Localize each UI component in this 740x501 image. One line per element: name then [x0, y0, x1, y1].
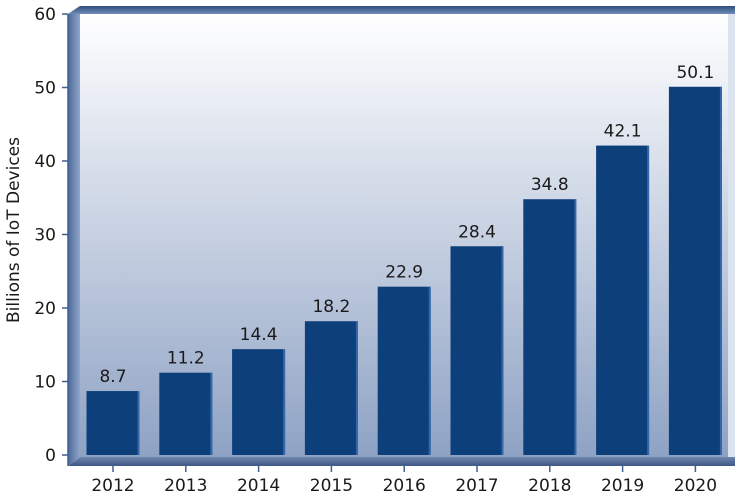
bar-edge-highlight: [574, 199, 577, 455]
bar-value-label: 34.8: [531, 175, 569, 195]
y-tick-label: 50: [34, 79, 56, 99]
bar: [377, 286, 431, 455]
y-tick-label: 30: [34, 226, 56, 246]
plot-floor: [68, 457, 735, 466]
x-tick-label: 2016: [383, 476, 426, 496]
bar-value-label: 50.1: [676, 63, 714, 83]
bar-edge-highlight: [283, 349, 286, 455]
y-tick-label: 10: [34, 373, 56, 393]
bar-edge-highlight: [647, 145, 650, 455]
bar-edge-highlight: [210, 372, 213, 455]
bar-value-label: 14.4: [240, 325, 278, 345]
bar: [232, 349, 286, 455]
bar: [159, 372, 213, 455]
bar-edge-highlight: [355, 321, 358, 455]
x-tick-label: 2020: [674, 476, 717, 496]
y-tick-label: 60: [34, 5, 56, 25]
bar-value-label: 42.1: [604, 122, 642, 142]
x-tick-label: 2019: [601, 476, 644, 496]
bar-value-label: 8.7: [99, 367, 126, 387]
bar: [523, 199, 577, 455]
x-tick-label: 2012: [91, 476, 134, 496]
x-tick-label: 2017: [455, 476, 498, 496]
bar-edge-highlight: [501, 246, 504, 455]
y-axis-ticks: 0 10 20 30 40 50 60: [34, 5, 68, 466]
plot-left-wall: [68, 6, 80, 466]
bar-value-label: 11.2: [167, 349, 205, 369]
bar: [668, 86, 722, 455]
bar-edge-highlight: [428, 286, 431, 455]
y-axis-title: Billions of IoT Devices: [4, 137, 24, 323]
plot-right-edge: [728, 14, 735, 457]
bar-value-label: 28.4: [458, 222, 496, 242]
x-tick-label: 2013: [164, 476, 207, 496]
bar: [450, 246, 504, 455]
bar-value-label: 18.2: [312, 297, 350, 317]
bar-edge-highlight: [719, 86, 722, 455]
plot-top-wall: [68, 6, 735, 14]
bar: [304, 321, 358, 455]
bar-edge-highlight: [137, 391, 140, 455]
y-tick-label: 0: [45, 446, 56, 466]
bar-value-label: 22.9: [385, 263, 423, 283]
x-tick-label: 2018: [528, 476, 571, 496]
bar: [596, 145, 650, 455]
x-tick-label: 2014: [237, 476, 280, 496]
x-axis-ticks: 2012 2013 2014 2015 2016 2017 2018 2019 2020: [91, 466, 717, 496]
bar: [86, 391, 140, 455]
bars: 8.7 11.2 14.4 18.2 22.9 28.4 34.8 42.1 50.1: [86, 63, 722, 455]
y-tick-label: 20: [34, 299, 56, 319]
y-tick-label: 40: [34, 152, 56, 172]
x-tick-label: 2015: [310, 476, 353, 496]
